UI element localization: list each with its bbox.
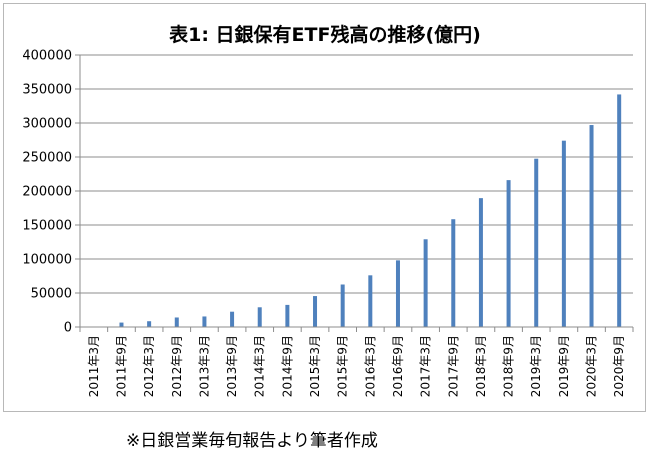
bar xyxy=(561,140,566,327)
chart-title: 表1: 日銀保有ETF残高の推移(億円) xyxy=(169,24,481,46)
bar xyxy=(423,239,428,327)
x-tick-label: 2020年3月 xyxy=(585,335,599,397)
y-tick-label: 250000 xyxy=(22,151,72,166)
bar xyxy=(506,180,511,327)
x-tick-label: 2013年3月 xyxy=(197,335,211,397)
y-tick-label: 400000 xyxy=(22,49,72,64)
bar xyxy=(285,304,290,327)
chart-frame xyxy=(3,3,646,412)
x-tick-label: 2015年9月 xyxy=(336,335,350,397)
bar xyxy=(230,311,235,327)
y-tick-label: 200000 xyxy=(22,185,72,200)
x-tick-label: 2012年3月 xyxy=(142,335,156,397)
y-tick-label: 0 xyxy=(64,321,72,336)
y-tick-label: 300000 xyxy=(22,117,72,132)
bar xyxy=(368,275,373,327)
bar xyxy=(313,296,318,327)
bar xyxy=(147,321,152,327)
x-tick-label: 2015年3月 xyxy=(308,335,322,397)
y-tick-label: 100000 xyxy=(22,253,72,268)
x-tick-label: 2018年3月 xyxy=(474,335,488,397)
y-tick-label: 50000 xyxy=(31,287,72,302)
bar xyxy=(340,284,345,327)
x-tick-label: 2017年9月 xyxy=(446,335,460,397)
x-tick-label: 2011年9月 xyxy=(114,335,128,397)
bars xyxy=(91,94,622,328)
bar xyxy=(451,219,456,327)
bar xyxy=(617,94,622,327)
x-tick-label: 2011年3月 xyxy=(87,335,101,397)
x-tick-label: 2013年9月 xyxy=(225,335,239,397)
y-tick-labels: 0 50000 100000 150000 200000 250000 300000 3500… xyxy=(22,49,72,336)
x-tick-label: 2012年9月 xyxy=(170,335,184,397)
x-tick-label: 2016年9月 xyxy=(391,335,405,397)
x-tick-label: 2019年3月 xyxy=(529,335,543,397)
x-tick-label: 2019年9月 xyxy=(557,335,571,397)
bar xyxy=(174,317,179,327)
x-tick-label: 2020年9月 xyxy=(612,335,626,397)
x-tick-label: 2014年3月 xyxy=(253,335,267,397)
bar xyxy=(534,158,539,327)
x-tick-label: 2016年3月 xyxy=(363,335,377,397)
axes xyxy=(75,54,634,332)
bar xyxy=(257,307,262,327)
x-tick-label: 2017年3月 xyxy=(419,335,433,397)
y-tick-label: 150000 xyxy=(22,219,72,234)
x-tick-label: 2014年9月 xyxy=(280,335,294,397)
x-tick-label: 2018年9月 xyxy=(502,335,516,397)
footnote: ※日銀営業毎旬報告より筆者作成 xyxy=(126,431,378,451)
gridlines xyxy=(80,54,633,294)
x-tick-labels: 2011年3月 2011年9月 2012年3月 2012年9月 2013年3月 2013年… xyxy=(87,335,626,397)
bar xyxy=(395,260,400,327)
bar xyxy=(202,316,207,327)
bar xyxy=(478,198,483,327)
bar xyxy=(119,322,124,327)
bar xyxy=(589,125,594,327)
y-tick-label: 350000 xyxy=(22,83,72,98)
